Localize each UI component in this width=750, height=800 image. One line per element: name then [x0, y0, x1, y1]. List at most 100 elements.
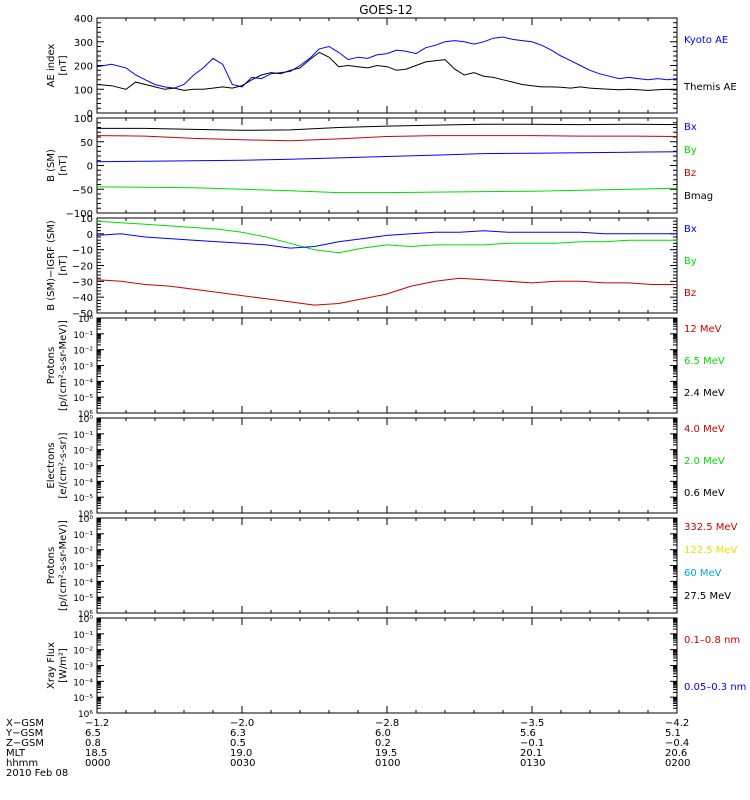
panel-b-minus-igrf: −50 −40 −30 −20 −10 0 10 B (SM)−IGRF (SM) [nT] Bx… [46, 214, 697, 320]
x-axis-value: −3.5 [520, 718, 544, 729]
y-axis-unit-label: [p/(cm²-s-sr-MeV)] [58, 520, 69, 611]
y-tick-label: −50 [72, 185, 93, 196]
legend-entry: By [684, 145, 697, 156]
y-tick-label: 10⁻² [73, 447, 93, 457]
x-axis-row-label: Y−GSM [5, 728, 43, 739]
x-axis-value: 19.5 [375, 748, 397, 759]
y-axis-label: B (SM) [46, 149, 57, 182]
legend-entry: 6.5 MeV [684, 356, 725, 367]
legend-entry: 122.5 MeV [684, 545, 738, 556]
legend-entry: Bz [684, 288, 696, 299]
x-axis-value: 5.1 [665, 728, 681, 739]
y-tick-label: 50 [80, 138, 93, 149]
x-axis-row-label: Z−GSM [6, 738, 44, 749]
panel-ae-index: 0 100 200 300 400 AE index [nT] Kyoto AE Themis … [46, 14, 737, 120]
series-line-by [96, 186, 678, 194]
legend-entry: Bmag [684, 191, 713, 202]
x-axis-value: 6.3 [230, 728, 246, 739]
figure-title: GOES-12 [359, 3, 413, 17]
y-tick-label: 0 [87, 230, 93, 241]
legend-entry: 332.5 MeV [684, 522, 738, 533]
y-tick-label: 10⁻¹ [73, 431, 93, 441]
y-tick-label: 200 [74, 62, 93, 73]
series-line-bz [96, 277, 677, 306]
panel-b-field-sm: −100 −50 0 50 100 B (SM) [nT] Bx By Bz Bmag [46, 114, 713, 220]
series-line-bx [96, 151, 678, 163]
x-axis-value: 0.2 [375, 738, 391, 749]
x-axis-value: −0.1 [520, 738, 544, 749]
y-axis-label: AE index [46, 44, 57, 88]
x-axis-value: 6.0 [375, 728, 391, 739]
series-line-by [96, 220, 677, 254]
y-tick-label: 10⁻⁴ [73, 478, 93, 488]
panel-protons-1: 10⁶ 10⁻⁵ 10⁻⁴ 10⁻³ 10⁻² 10⁻¹ 10⁰ Protons [p/(cm²… [46, 315, 725, 420]
y-axis-unit-label: [p/(cm²-s-sr-MeV)] [58, 320, 69, 411]
y-tick-label: 10⁻¹ [73, 531, 93, 541]
y-tick-label: 10⁻³ [73, 663, 93, 673]
y-axis-unit-label: [nT] [58, 155, 69, 175]
y-tick-label: 10⁰ [78, 415, 93, 425]
legend-entry: 2.0 MeV [684, 456, 725, 467]
x-axis-value: −2.0 [230, 718, 254, 729]
x-axis-value: 5.6 [520, 728, 536, 739]
y-tick-label: 10⁻⁴ [73, 678, 93, 688]
y-tick-label: 10⁰ [78, 315, 93, 325]
y-tick-label: −100 [66, 209, 93, 220]
x-axis-value: 6.5 [85, 728, 101, 739]
legend-entry: 0.1–0.8 nm [684, 635, 740, 646]
y-tick-label: 10 [80, 214, 93, 225]
x-axis-value: 0000 [85, 758, 110, 769]
y-axis-unit-label: [e/(cm²-s-sr)] [58, 432, 69, 498]
y-tick-label: −40 [72, 293, 93, 304]
y-tick-label: −10 [72, 246, 93, 257]
legend-entry: Kyoto AE [684, 35, 728, 46]
x-axis-value: 0.8 [85, 738, 101, 749]
y-tick-label: 10⁰ [78, 515, 93, 525]
y-tick-label: 10⁻⁵ [73, 494, 93, 504]
series-line-kyoto-ae [96, 36, 678, 89]
x-axis-row-label: hhmm [6, 758, 38, 769]
y-tick-label: 100 [74, 85, 93, 96]
y-tick-label: 10⁰ [78, 615, 93, 625]
panel-electrons: 10⁶ 10⁻⁵ 10⁻⁴ 10⁻³ 10⁻² 10⁻¹ 10⁰ Electrons [e/(c… [46, 415, 725, 520]
series-line-themis-ae [96, 51, 678, 91]
legend-entry: Themis AE [683, 82, 737, 93]
y-tick-label: 10⁻⁵ [73, 394, 93, 404]
y-axis-label: Protons [46, 347, 57, 384]
series-line-bx [96, 230, 677, 249]
legend-entry: Bx [684, 224, 697, 235]
y-tick-label: 10⁻³ [73, 363, 93, 373]
y-tick-label: 10⁻¹ [73, 331, 93, 341]
y-tick-label: 10⁻⁴ [73, 578, 93, 588]
panel-protons-2: 10⁶ 10⁻⁵ 10⁻⁴ 10⁻³ 10⁻² 10⁻¹ 10⁰ Protons [p/(cm²… [46, 515, 738, 620]
legend-entry: 0.6 MeV [684, 488, 725, 499]
y-axis-label: B (SM)−IGRF (SM) [46, 220, 57, 311]
y-tick-label: 400 [74, 14, 93, 25]
y-tick-label: 10⁶ [78, 610, 93, 620]
x-axis-value: 0200 [665, 758, 690, 769]
panel-xray-flux: 10⁶ 10⁻⁵ 10⁻⁴ 10⁻³ 10⁻² 10⁻¹ 10⁰ Xray Flux [W/m²… [46, 615, 746, 720]
x-axis-value: 20.6 [665, 748, 687, 759]
legend-entry: 0.05–0.3 nm [684, 682, 746, 693]
legend-entry: 12 MeV [684, 324, 722, 335]
y-tick-label: 10⁻² [73, 647, 93, 657]
y-tick-label: 10⁻⁵ [73, 694, 93, 704]
y-axis-unit-label: [nT] [58, 55, 69, 75]
x-axis-value: 0030 [230, 758, 255, 769]
legend-entry: 4.0 MeV [684, 424, 725, 435]
x-axis-value: −4.2 [665, 718, 689, 729]
y-tick-label: 10⁻⁴ [73, 378, 93, 388]
y-tick-label: 0 [87, 109, 93, 120]
series-line-bmag [97, 123, 678, 131]
y-tick-label: 10⁻³ [73, 563, 93, 573]
legend-entry: By [684, 256, 697, 267]
y-tick-label: −20 [72, 262, 93, 273]
y-tick-label: −30 [72, 277, 93, 288]
y-tick-label: 100 [74, 114, 93, 125]
legend-entry: Bx [684, 122, 697, 133]
y-axis-label: Xray Flux [46, 642, 57, 689]
x-axis-value: 18.5 [85, 748, 107, 759]
x-axis-value: 20.1 [520, 748, 542, 759]
series-line-bz [96, 135, 678, 142]
